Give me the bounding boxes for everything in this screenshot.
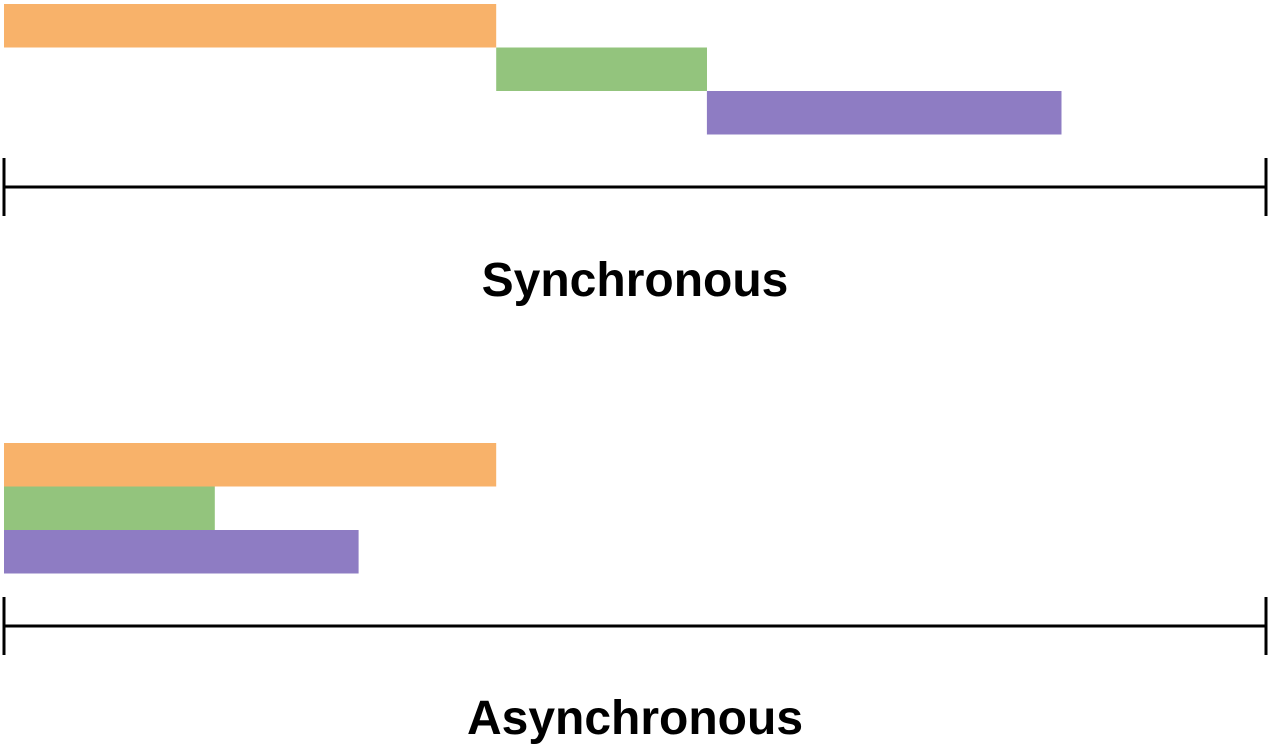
synchronous-task-bar-3-purple [706, 91, 1062, 135]
async-title: Asynchronous [467, 692, 803, 745]
sync-timeline-axis [2, 158, 1268, 216]
sync-title: Synchronous [482, 254, 789, 307]
synchronous-task-bar-2-green [496, 47, 707, 91]
asynchronous-task-bar-1-orange [4, 443, 497, 487]
asynchronous-task-bar-3-purple [4, 530, 359, 574]
panel-synchronous: Synchronous [2, 4, 1268, 307]
sync-task-bars [4, 4, 1062, 135]
panel-asynchronous: Asynchronous [2, 443, 1268, 745]
async-timeline-axis [2, 597, 1268, 655]
async-task-bars [4, 443, 497, 574]
synchronous-task-bar-1-orange [4, 4, 497, 48]
asynchronous-task-bar-2-green [4, 486, 215, 530]
